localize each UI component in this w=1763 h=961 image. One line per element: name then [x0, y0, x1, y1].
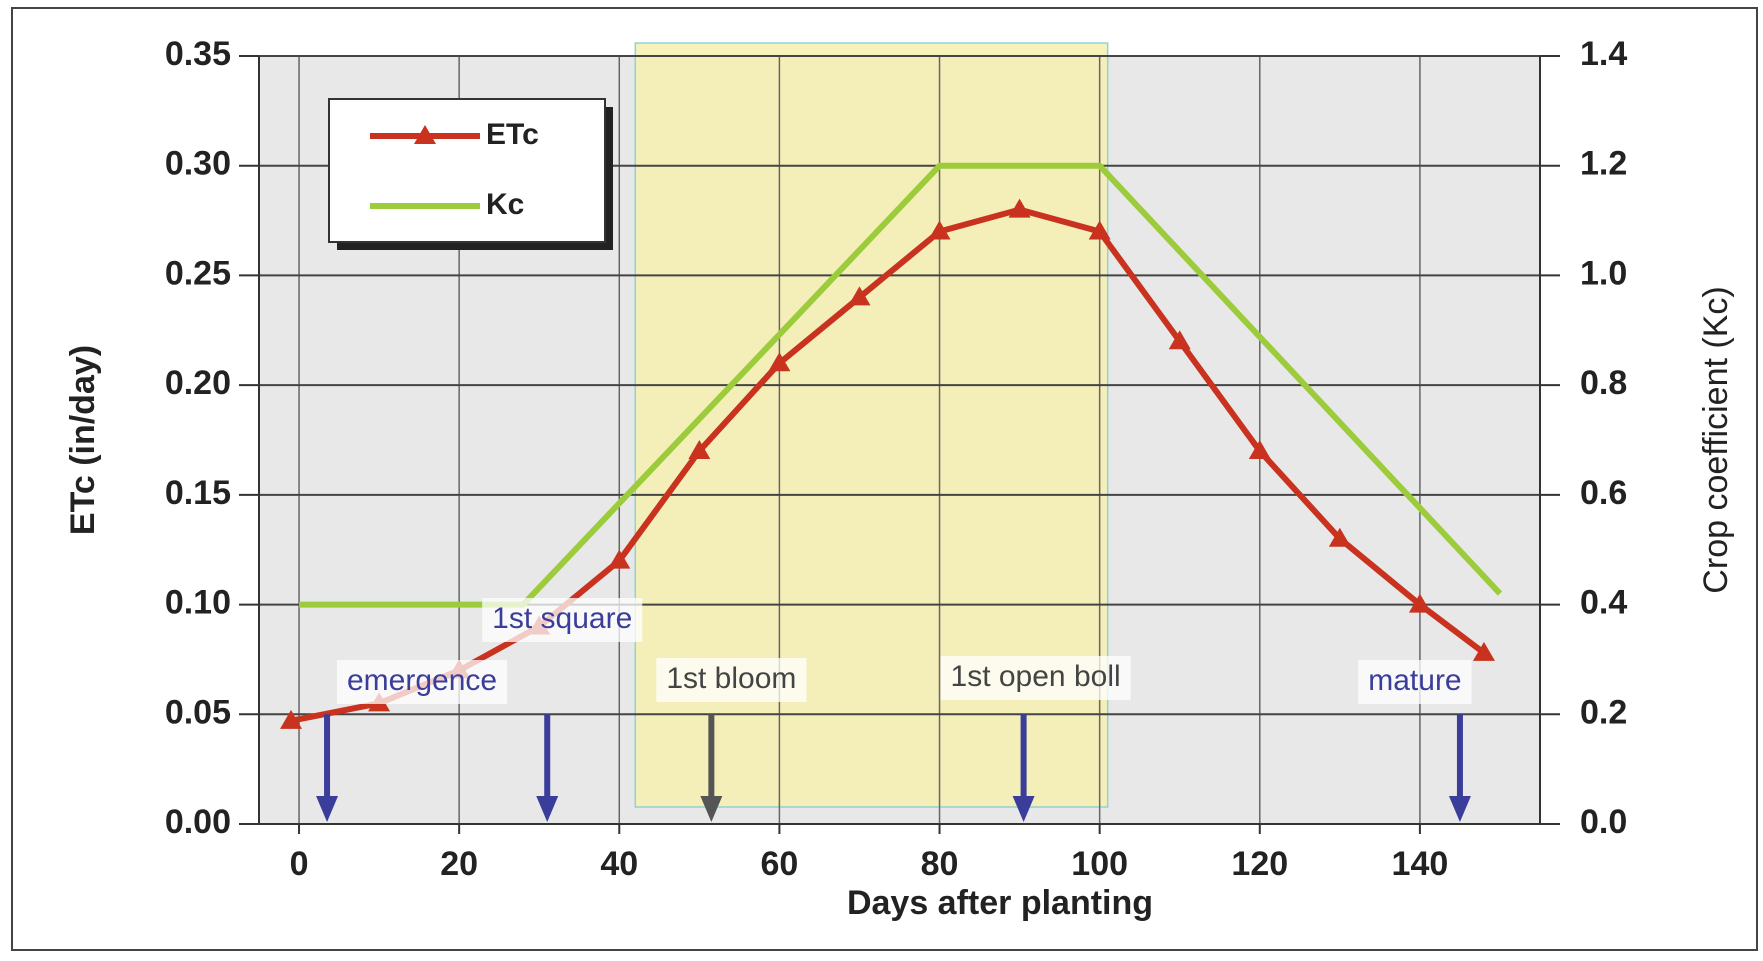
stage-arrowhead [536, 796, 559, 822]
stage-label: 1st open boll [951, 660, 1121, 693]
stage-label: 1st bloom [666, 662, 796, 695]
data-point [1248, 439, 1271, 459]
y2-tick-label: 0.0 [1580, 803, 1627, 841]
series-line [299, 162, 1503, 608]
y2-axis-label: Crop coefficient (Kc) [1697, 286, 1735, 593]
y2-tick-label: 0.2 [1580, 693, 1627, 731]
x-axis-label: Days after planting [847, 884, 1153, 922]
data-point [1168, 330, 1191, 350]
data-point [928, 220, 951, 240]
y-tick-label: 0.00 [165, 803, 231, 841]
y2-tick-label: 0.8 [1580, 364, 1627, 402]
legend-label: ETc [486, 118, 539, 151]
x-tick-label: 20 [440, 845, 478, 883]
y2-tick-label: 0.4 [1580, 584, 1627, 622]
y-tick-label: 0.20 [165, 364, 231, 402]
x-tick-label: 80 [921, 845, 959, 883]
stage-label-bg [656, 658, 807, 702]
data-point [1472, 641, 1495, 661]
x-tick-label: 40 [600, 845, 638, 883]
x-tick-label: 60 [760, 845, 798, 883]
data-point [608, 549, 631, 569]
data-point [848, 286, 871, 306]
y-axis-label: ETc (in/day) [64, 345, 102, 535]
data-point [1008, 198, 1031, 218]
stage-label-bg [482, 598, 643, 642]
y2-tick-label: 1.4 [1580, 35, 1627, 73]
stage-label: mature [1368, 664, 1461, 697]
data-point [768, 352, 791, 372]
y2-tick-label: 0.6 [1580, 474, 1627, 512]
data-point [1408, 593, 1431, 613]
y-tick-label: 0.15 [165, 474, 231, 512]
data-point [688, 439, 711, 459]
y2-tick-label: 1.0 [1580, 254, 1627, 292]
stage-label-bg [1358, 660, 1472, 704]
y-tick-label: 0.35 [165, 35, 231, 73]
data-point [1088, 220, 1111, 240]
legend-marker [414, 125, 436, 144]
data-point [1328, 527, 1351, 547]
y-tick-label: 0.05 [165, 693, 231, 731]
x-tick-label: 0 [290, 845, 309, 883]
y-tick-label: 0.25 [165, 254, 231, 292]
y-tick-label: 0.30 [165, 145, 231, 183]
y-tick-label: 0.10 [165, 584, 231, 622]
stage-arrowhead [1448, 796, 1471, 822]
stage-arrowhead [316, 796, 339, 822]
stage-arrowhead [1012, 796, 1035, 822]
x-tick-label: 120 [1231, 845, 1288, 883]
stage-label-bg [940, 656, 1131, 700]
data-point [280, 709, 303, 729]
stage-label: 1st square [492, 602, 632, 635]
legend [328, 98, 606, 243]
legend-label: Kc [486, 188, 524, 221]
y2-tick-label: 1.2 [1580, 145, 1627, 183]
x-tick-label: 140 [1392, 845, 1449, 883]
stage-label-bg [337, 660, 508, 704]
x-tick-label: 100 [1071, 845, 1128, 883]
series-line [290, 206, 1486, 724]
stage-label: emergence [347, 664, 497, 697]
stage-arrowhead [700, 796, 723, 822]
